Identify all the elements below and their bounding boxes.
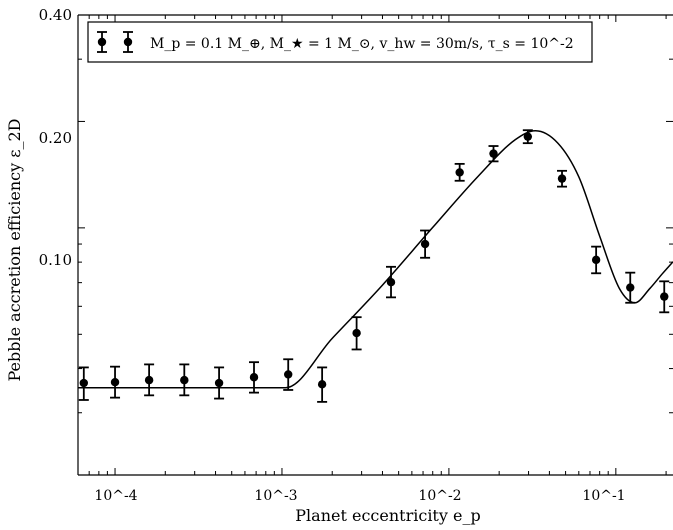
data-marker	[249, 373, 259, 382]
data-marker	[214, 378, 224, 388]
data-points-layer	[78, 129, 670, 403]
data-point	[214, 366, 225, 400]
data-point	[317, 366, 328, 403]
legend: M_p = 0.1 M_⊕, M_★ = 1 M_⊙, v_hw = 30m/s…	[87, 21, 593, 63]
data-marker	[523, 132, 533, 141]
data-point	[283, 358, 294, 391]
y-tick-label: 0.10	[39, 251, 72, 269]
data-point	[557, 169, 568, 188]
x-tick-label: 10^-4	[94, 488, 137, 504]
data-point	[454, 162, 465, 182]
x-tick-label: 10^-2	[418, 488, 461, 504]
data-point	[659, 280, 670, 314]
data-point	[179, 363, 190, 397]
data-marker	[557, 174, 567, 183]
data-point	[522, 129, 533, 145]
data-marker	[79, 378, 89, 388]
data-marker	[489, 149, 498, 158]
plot-frame	[77, 14, 673, 476]
data-marker	[110, 378, 120, 387]
data-marker	[284, 370, 293, 379]
legend-marker	[123, 31, 133, 53]
data-marker	[352, 328, 361, 338]
x-axis-label: Planet eccentricity e_p	[295, 506, 480, 525]
data-marker	[317, 380, 327, 389]
data-marker	[455, 168, 464, 177]
data-point	[386, 265, 397, 299]
data-marker	[144, 375, 154, 385]
y-axis-label: Pebble accretion efficiency ε_2D	[5, 118, 24, 381]
data-point	[249, 361, 260, 394]
model-curve	[78, 130, 673, 389]
data-marker	[626, 283, 635, 292]
axis-ticks	[77, 14, 673, 476]
data-point	[488, 145, 499, 163]
data-point	[591, 245, 602, 275]
model-curve-layer	[78, 130, 673, 389]
y-tick-label: 0.40	[39, 6, 72, 24]
legend-marker	[97, 31, 107, 53]
data-point	[625, 271, 636, 304]
data-marker	[180, 375, 189, 385]
data-marker	[591, 255, 601, 265]
data-marker	[386, 277, 396, 287]
data-point	[420, 229, 431, 259]
data-point	[351, 316, 362, 351]
legend-label: M_p = 0.1 M_⊕, M_★ = 1 M_⊙, v_hw = 30m/s…	[150, 36, 574, 52]
data-marker	[660, 292, 669, 301]
data-point	[110, 365, 121, 399]
x-tick-label: 10^-3	[254, 488, 297, 504]
x-tick-label: 10^-1	[582, 488, 625, 504]
y-tick-label: 0.20	[39, 129, 72, 147]
data-point	[78, 366, 89, 401]
legend-box	[87, 21, 593, 63]
legend-dot	[123, 37, 133, 47]
legend-dot	[97, 37, 107, 47]
data-point	[144, 363, 155, 397]
data-marker	[420, 239, 430, 249]
